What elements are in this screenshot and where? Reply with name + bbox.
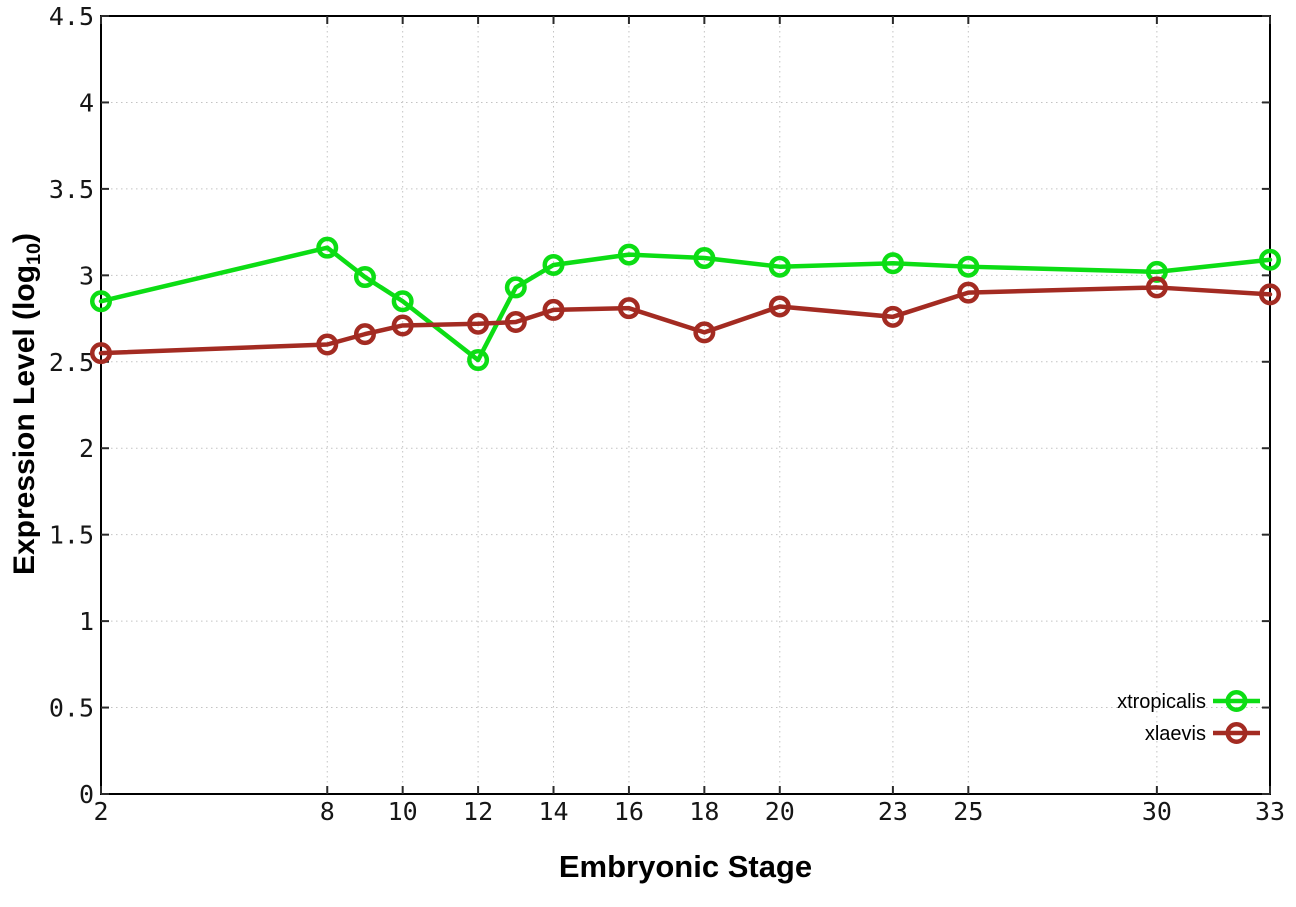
- data-point-xlaevis-30: [1145, 276, 1168, 299]
- x-tick-label-20: 20: [765, 797, 795, 826]
- y-tick-label-4.5: 4.5: [49, 2, 94, 31]
- x-tick-label-33: 33: [1255, 797, 1285, 826]
- y-axis-title-subscript: 10: [22, 242, 45, 265]
- x-tick-label-10: 10: [388, 797, 418, 826]
- data-point-xtropicalis-18: [693, 247, 716, 270]
- data-point-xlaevis-16: [617, 297, 640, 320]
- x-axis-title: Embryonic Stage: [558, 849, 813, 884]
- data-point-xtropicalis-8: [316, 236, 339, 259]
- y-tick-label-0: 0: [79, 780, 94, 809]
- data-point-xlaevis-14: [542, 298, 565, 321]
- y-tick-label-1.5: 1.5: [49, 521, 94, 550]
- legend-marker-xlaevis: [1225, 722, 1248, 744]
- y-tick-label-0.5: 0.5: [49, 694, 94, 723]
- data-point-xtropicalis-16: [617, 243, 640, 266]
- y-axis-title: Expression Level (log10): [8, 233, 46, 575]
- y-tick-label-2.5: 2.5: [49, 348, 94, 377]
- data-point-xtropicalis-2: [90, 290, 112, 313]
- data-point-xtropicalis-20: [768, 255, 791, 278]
- x-tick-label-30: 30: [1142, 797, 1172, 826]
- x-tick-label-12: 12: [463, 797, 493, 826]
- y-tick-label-4: 4: [79, 88, 94, 117]
- data-point-xlaevis-33: [1259, 283, 1281, 306]
- y-tick-label-3: 3: [79, 261, 94, 290]
- y-tick-label-1: 1: [79, 607, 94, 636]
- series-line-xtropicalis: [98, 245, 1273, 363]
- x-tick-label-8: 8: [320, 797, 335, 826]
- x-tick-label-14: 14: [538, 797, 568, 826]
- data-point-xlaevis-12: [467, 312, 490, 335]
- data-point-xlaevis-9: [353, 323, 376, 346]
- series-line-xlaevis: [98, 285, 1273, 356]
- plot-border: [100, 15, 1271, 795]
- y-tick-label-3.5: 3.5: [49, 175, 94, 204]
- legend-label-xlaevis: xlaevis: [1145, 723, 1206, 745]
- x-tick-label-2: 2: [93, 797, 108, 826]
- y-tick-label-2: 2: [79, 434, 94, 463]
- y-axis-title-text: Expression Level (log: [8, 264, 42, 576]
- x-tick-label-23: 23: [878, 797, 908, 826]
- data-point-xtropicalis-33: [1259, 248, 1281, 271]
- data-point-xlaevis-25: [957, 281, 980, 304]
- data-point-xlaevis-8: [316, 333, 339, 356]
- data-point-xtropicalis-25: [957, 255, 980, 278]
- x-tick-label-25: 25: [953, 797, 983, 826]
- data-point-xlaevis-10: [391, 314, 414, 337]
- data-point-xtropicalis-23: [881, 252, 904, 275]
- data-point-xlaevis-20: [768, 295, 791, 318]
- x-tick-label-16: 16: [614, 797, 644, 826]
- legend-marker-xtropicalis: [1225, 690, 1248, 712]
- data-point-xlaevis-13: [504, 311, 527, 334]
- data-point-xlaevis-18: [693, 321, 716, 344]
- data-point-xtropicalis-10: [391, 290, 414, 313]
- x-tick-label-18: 18: [689, 797, 719, 826]
- data-point-xlaevis-2: [90, 342, 112, 365]
- data-point-xtropicalis-12: [467, 349, 490, 372]
- data-point-xlaevis-23: [881, 305, 904, 328]
- legend-label-xtropicalis: xtropicalis: [1117, 691, 1206, 713]
- y-axis-title-close: ): [8, 232, 42, 243]
- data-point-xtropicalis-9: [353, 266, 376, 289]
- data-point-xtropicalis-14: [542, 253, 565, 276]
- data-point-xtropicalis-13: [504, 276, 527, 299]
